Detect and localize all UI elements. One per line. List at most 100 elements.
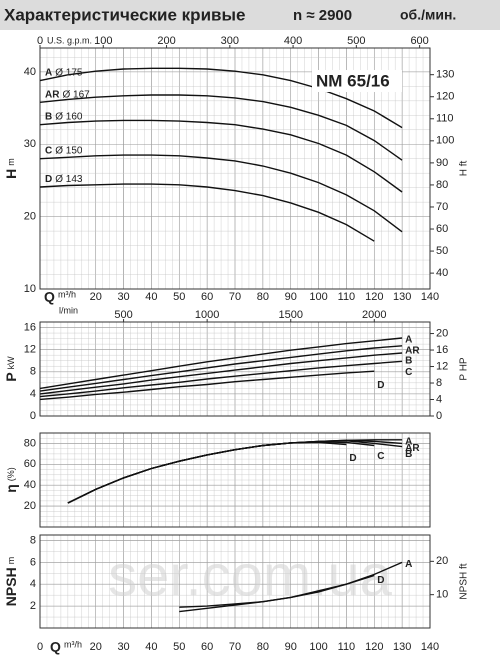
curve-label: A — [405, 335, 412, 346]
speed: n ≈ 2900 — [293, 7, 352, 24]
y2-tick-label: 80 — [436, 179, 448, 191]
x-tick-label: 40 — [145, 641, 157, 653]
y-tick-label: 20 — [24, 211, 36, 223]
x-tick-label: 80 — [257, 291, 269, 303]
curve-label: B — [405, 449, 412, 460]
y2-tick-label: 8 — [436, 377, 442, 389]
y2-tick-label: 60 — [436, 223, 448, 235]
y-tick-label: 20 — [24, 500, 36, 512]
y-axis-name: η — [3, 484, 19, 493]
x-tick-label: 20 — [90, 641, 102, 653]
y-tick-label: 4 — [30, 578, 36, 590]
x-tick-label: 50 — [173, 641, 185, 653]
curve-diameter: Ø 175 — [55, 67, 83, 78]
y-tick-label: 60 — [24, 458, 36, 470]
y-tick-label: 40 — [24, 66, 36, 78]
y-tick-label: 8 — [30, 534, 36, 546]
x-tick-label: 60 — [201, 291, 213, 303]
y-axis-label: NPSH m — [3, 557, 19, 606]
curve — [39, 94, 403, 161]
curve-label: A — [405, 559, 412, 570]
x-tick-label: 30 — [117, 641, 129, 653]
y2-tick-label: 110 — [436, 113, 454, 125]
x2-tick-label: 500 — [347, 35, 365, 47]
x2-tick-label: 600 — [410, 35, 428, 47]
model-label: NM 65/16 — [316, 71, 390, 90]
x-axis-label: Q — [50, 639, 61, 655]
curve-diameter: Ø 160 — [55, 111, 83, 122]
x-axis-unit: m³/h — [64, 639, 82, 649]
x2-tick-label: 100 — [94, 35, 112, 47]
y-tick-label: 16 — [24, 321, 36, 333]
plot-frame — [39, 47, 431, 290]
y2-tick-label: 20 — [436, 555, 448, 567]
watermark: ser.com.ua — [108, 543, 392, 608]
x2-tick-label: 1500 — [278, 309, 302, 321]
y2-tick-label: 20 — [436, 327, 448, 339]
y-tick-label: 30 — [24, 138, 36, 150]
curve — [39, 345, 403, 392]
grid-layer — [39, 47, 431, 629]
x-tick-label: 90 — [285, 291, 297, 303]
model-box — [312, 70, 402, 92]
x-axis-unit: m³/h — [58, 289, 76, 299]
y2-tick-label: 16 — [436, 344, 448, 356]
y2-axis-label: P HP — [459, 357, 470, 380]
y-axis-unit: m — [6, 158, 16, 166]
x-tick-label: 110 — [338, 291, 356, 303]
y2-tick-label: 100 — [436, 135, 454, 147]
x-tick-label: 80 — [257, 641, 269, 653]
x-tick-label: 70 — [229, 291, 241, 303]
y-tick-label: 10 — [24, 283, 36, 295]
x-tick-label: 140 — [421, 641, 439, 653]
x-tick-label: 40 — [145, 291, 157, 303]
x-tick-label: 70 — [229, 641, 241, 653]
curve-diameter: Ø 143 — [55, 174, 83, 185]
x-tick-label: 120 — [365, 641, 383, 653]
x2-axis-label: U.S. g.p.m. — [47, 35, 92, 45]
y2-tick-label: 50 — [436, 245, 448, 257]
x-tick-label: 110 — [338, 641, 356, 653]
speed-unit: об./мин. — [400, 7, 456, 23]
y2-axis-label: NPSH ft — [459, 563, 470, 599]
curve — [39, 337, 403, 390]
curve-label: D — [377, 575, 384, 586]
curve-diameter: Ø 167 — [62, 89, 90, 100]
curve-name: B — [45, 111, 52, 122]
curve — [39, 154, 403, 233]
curve — [39, 352, 403, 395]
curve-label: AR — [405, 443, 420, 454]
y2-tick-label: 70 — [436, 201, 448, 213]
y2-tick-label: 130 — [436, 69, 454, 81]
x-tick-label: 120 — [365, 291, 383, 303]
curve-label: D — [377, 380, 384, 391]
curve — [39, 360, 403, 398]
y2-tick-label: 0 — [436, 410, 442, 422]
x2-axis-label: l/min — [59, 305, 78, 315]
plot-frame — [39, 534, 431, 629]
x-tick-label: 60 — [201, 641, 213, 653]
y-tick-label: 4 — [30, 388, 36, 400]
y-axis-label: Hm — [3, 158, 19, 179]
y2-tick-label: 12 — [436, 360, 448, 372]
curve-diameter: Ø 150 — [55, 145, 83, 156]
curve — [67, 441, 347, 504]
y-axis-name: P — [3, 372, 19, 381]
x2-tick-label: 2000 — [362, 309, 386, 321]
x-tick-label: 130 — [393, 291, 411, 303]
y2-tick-label: 10 — [436, 589, 448, 601]
x-tick-label: 90 — [285, 641, 297, 653]
curve — [39, 119, 403, 193]
curve — [39, 183, 375, 242]
x-tick-label: 30 — [117, 291, 129, 303]
x-tick-label: 140 — [421, 291, 439, 303]
x-tick-label: 100 — [309, 291, 327, 303]
y-axis-label: η (%) — [3, 467, 19, 493]
curve-label: C — [377, 451, 384, 462]
y2-tick-label: 120 — [436, 91, 454, 103]
x-axis-label: Q — [44, 289, 55, 305]
title: Характеристические кривые — [4, 5, 245, 24]
